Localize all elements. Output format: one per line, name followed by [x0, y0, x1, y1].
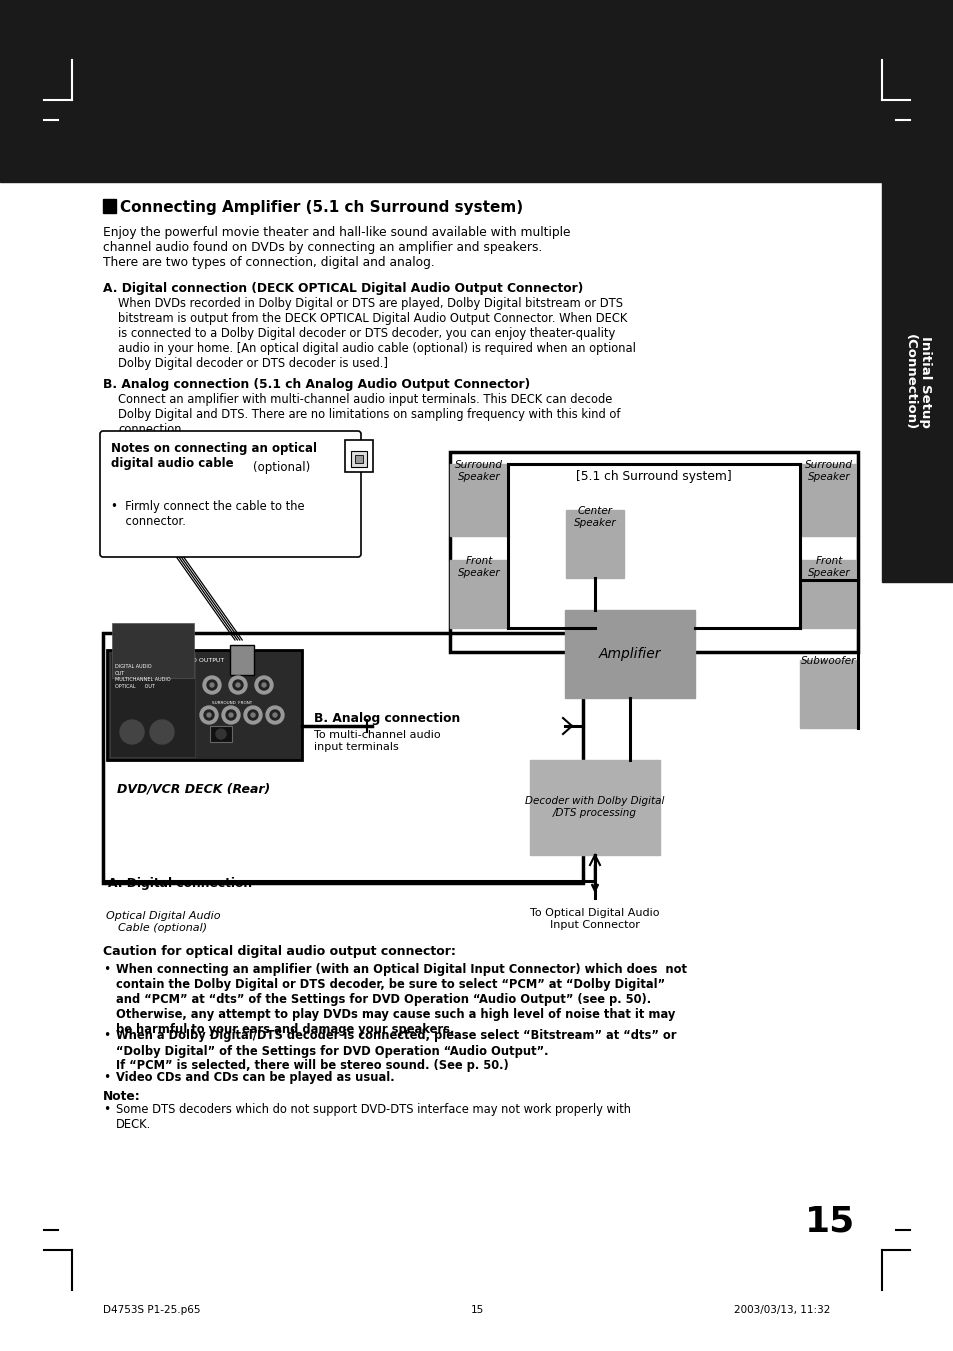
Text: Center
Speaker: Center Speaker [573, 507, 616, 528]
Bar [0, 0, 953, 182]
Bar [450, 561, 507, 628]
Circle shape [258, 680, 269, 690]
Circle shape [222, 707, 240, 724]
Text: Surround
Speaker: Surround Speaker [804, 459, 852, 481]
Text: (optional): (optional) [253, 461, 310, 474]
Text: When DVDs recorded in Dolby Digital or DTS are played, Dolby Digital bitstream o: When DVDs recorded in Dolby Digital or D… [118, 297, 636, 370]
Text: D4753S P1-25.p65: D4753S P1-25.p65 [103, 1305, 200, 1315]
Bar [565, 509, 623, 578]
Text: B. Analog connection: B. Analog connection [314, 712, 459, 725]
Text: A. Digital connection (DECK OPTICAL Digital Audio Output Connector): A. Digital connection (DECK OPTICAL Digi… [103, 282, 582, 295]
Circle shape [251, 713, 254, 717]
Text: A. Digital connection: A. Digital connection [108, 877, 252, 890]
Text: •: • [103, 1071, 111, 1084]
Text: •: • [103, 1029, 111, 1043]
Circle shape [266, 707, 284, 724]
Circle shape [273, 713, 276, 717]
Bar [210, 725, 232, 742]
Bar [530, 761, 659, 855]
Circle shape [210, 684, 213, 688]
Text: Front
Speaker: Front Speaker [807, 557, 849, 578]
Text: Subwoofer: Subwoofer [801, 657, 856, 666]
Text: Notes on connecting an optical
digital audio cable: Notes on connecting an optical digital a… [111, 442, 316, 470]
Text: Front
Speaker: Front Speaker [457, 557, 499, 578]
Text: Connect an amplifier with multi-channel audio input terminals. This DECK can dec: Connect an amplifier with multi-channel … [118, 393, 619, 436]
Circle shape [215, 730, 226, 739]
Bar [351, 451, 367, 467]
Text: Note:: Note: [103, 1089, 141, 1102]
Bar [450, 453, 857, 653]
Circle shape [233, 680, 243, 690]
Circle shape [244, 707, 262, 724]
Text: DVD OUTPUT: DVD OUTPUT [183, 658, 224, 663]
Bar [112, 623, 193, 678]
Text: 15: 15 [470, 1305, 483, 1315]
Circle shape [229, 713, 233, 717]
Text: B. Analog connection (5.1 ch Analog Audio Output Connector): B. Analog connection (5.1 ch Analog Audi… [103, 378, 530, 390]
Text: •: • [103, 963, 111, 975]
Circle shape [203, 676, 221, 694]
Bar [355, 455, 363, 463]
Text: [5.1 ch Surround system]: [5.1 ch Surround system] [576, 470, 731, 484]
Text: SURROUND  FRONT: SURROUND FRONT [212, 701, 252, 705]
Bar [103, 634, 582, 884]
Circle shape [248, 711, 257, 720]
Text: Video CDs and CDs can be played as usual.: Video CDs and CDs can be played as usual… [116, 1071, 395, 1084]
Text: •: • [103, 1104, 111, 1116]
Circle shape [262, 684, 266, 688]
Bar [110, 653, 194, 757]
Bar [882, 182, 953, 582]
Text: Initial Setup
(Connection): Initial Setup (Connection) [903, 334, 931, 430]
Text: When a Dolby Digital/DTS decoder is connected, please select “Bitstream” at “dts: When a Dolby Digital/DTS decoder is conn… [116, 1029, 676, 1073]
Bar [800, 561, 857, 628]
Circle shape [200, 707, 218, 724]
Circle shape [226, 711, 235, 720]
Circle shape [270, 711, 280, 720]
Bar [107, 650, 302, 761]
Text: •  Firmly connect the cable to the
    connector.: • Firmly connect the cable to the connec… [111, 500, 304, 528]
Text: When connecting an amplifier (with an Optical Digital Input Connector) which doe: When connecting an amplifier (with an Op… [116, 963, 686, 1036]
Text: DVD/VCR DECK (Rear): DVD/VCR DECK (Rear) [117, 782, 271, 794]
Text: Caution for optical digital audio output connector:: Caution for optical digital audio output… [103, 944, 456, 958]
Text: 2003/03/13, 11:32: 2003/03/13, 11:32 [733, 1305, 829, 1315]
Text: Amplifier: Amplifier [598, 647, 660, 661]
Text: Optical Digital Audio
Cable (optional): Optical Digital Audio Cable (optional) [106, 911, 220, 932]
Text: 15: 15 [804, 1205, 854, 1239]
Circle shape [207, 680, 216, 690]
Text: Decoder with Dolby Digital
/DTS processing: Decoder with Dolby Digital /DTS processi… [525, 796, 664, 817]
Text: To multi-channel audio
input terminals: To multi-channel audio input terminals [314, 730, 440, 751]
Circle shape [207, 713, 211, 717]
Bar [564, 611, 695, 698]
Text: Surround
Speaker: Surround Speaker [455, 459, 502, 481]
Text: Enjoy the powerful movie theater and hall-like sound available with multiple
cha: Enjoy the powerful movie theater and hal… [103, 226, 570, 269]
Bar [800, 661, 857, 728]
Bar [800, 463, 857, 536]
Bar [230, 644, 253, 676]
FancyBboxPatch shape [100, 431, 360, 557]
Circle shape [150, 720, 173, 744]
Text: Connecting Amplifier (5.1 ch Surround system): Connecting Amplifier (5.1 ch Surround sy… [120, 200, 522, 215]
Circle shape [229, 676, 247, 694]
Text: To Optical Digital Audio
Input Connector: To Optical Digital Audio Input Connector [530, 908, 659, 929]
Bar [450, 463, 507, 536]
Bar [345, 440, 373, 471]
Text: DIGITAL AUDIO
OUT
MULTICHANNEL AUDIO
OPTICAL      OUT: DIGITAL AUDIO OUT MULTICHANNEL AUDIO OPT… [115, 663, 171, 689]
Circle shape [204, 711, 213, 720]
Circle shape [120, 720, 144, 744]
Circle shape [235, 684, 240, 688]
Text: Some DTS decoders which do not support DVD-DTS interface may not work properly w: Some DTS decoders which do not support D… [116, 1104, 630, 1132]
Bar [103, 199, 116, 213]
Circle shape [254, 676, 273, 694]
